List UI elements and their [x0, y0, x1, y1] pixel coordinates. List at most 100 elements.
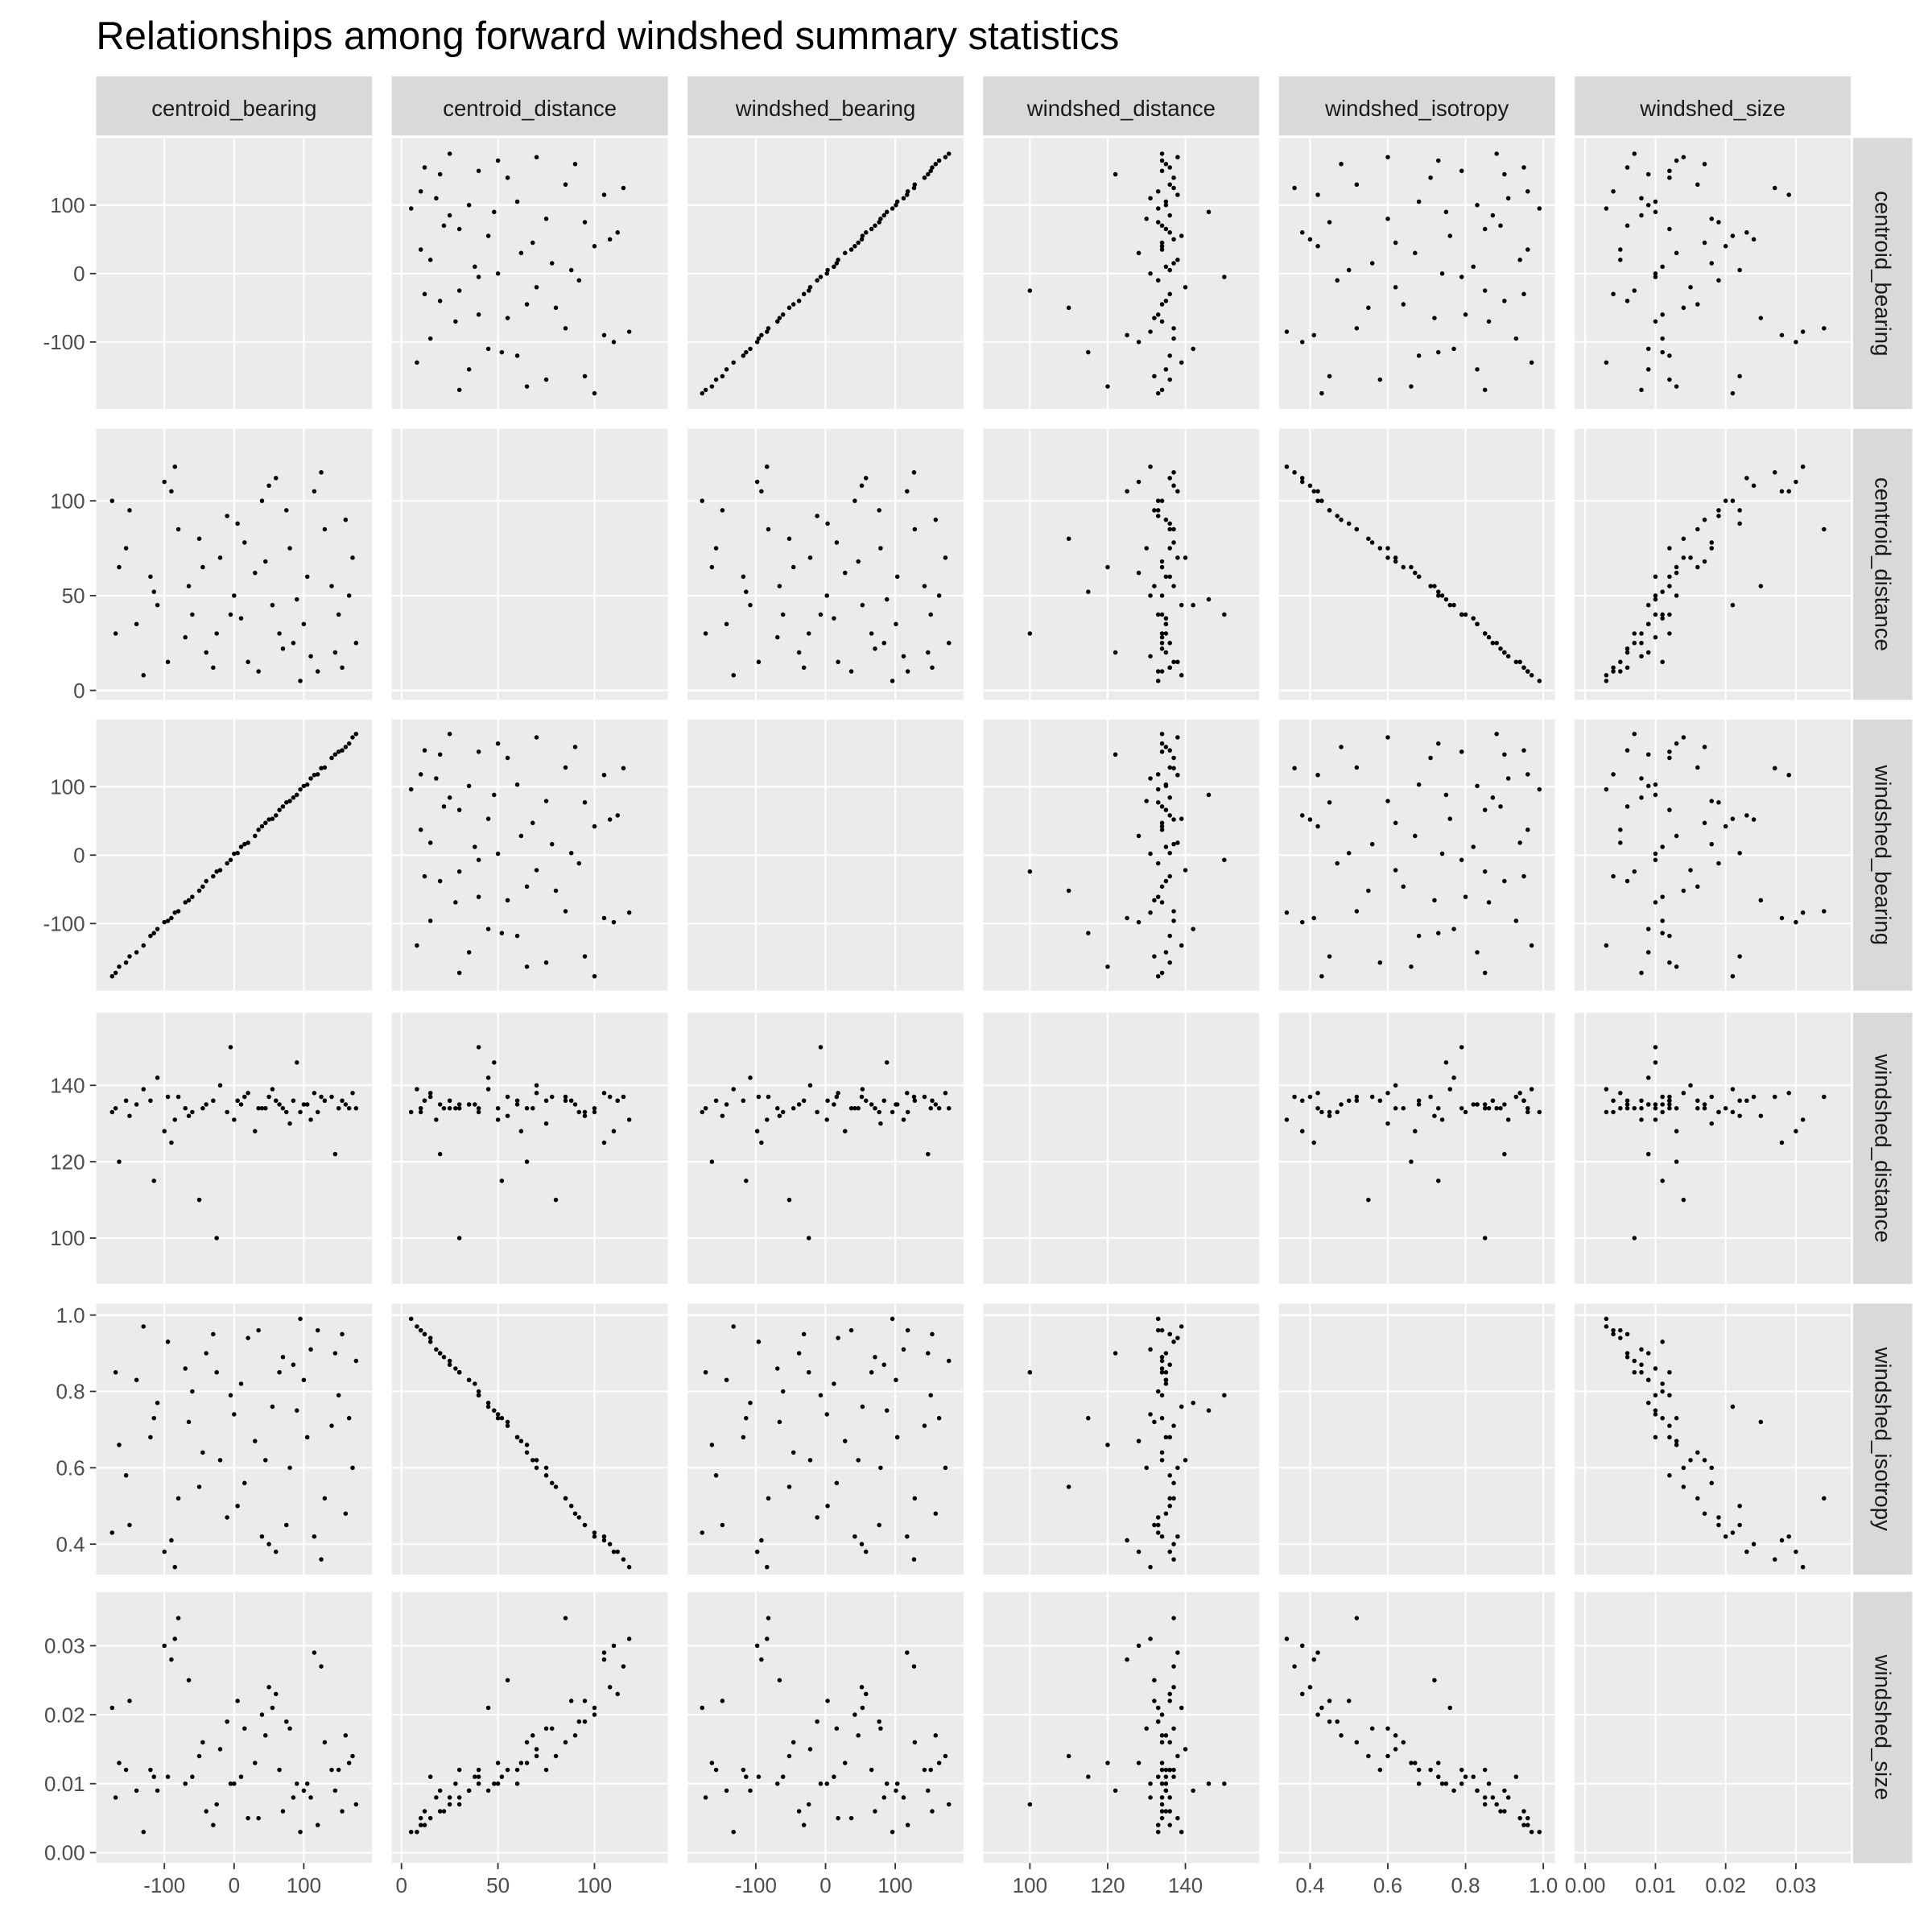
point	[926, 1351, 931, 1356]
point	[1709, 841, 1714, 847]
point	[1284, 329, 1290, 334]
point	[1206, 209, 1212, 215]
point	[476, 1389, 481, 1394]
point	[1674, 833, 1679, 839]
point	[1159, 634, 1165, 640]
point	[1159, 1781, 1165, 1786]
point	[1385, 1091, 1390, 1096]
point	[204, 1351, 208, 1356]
point	[780, 1109, 786, 1115]
point	[1413, 1129, 1418, 1133]
point	[266, 1542, 271, 1546]
point	[1171, 817, 1176, 822]
point	[447, 731, 452, 737]
point	[852, 498, 857, 503]
point	[592, 1534, 597, 1539]
x-tick-label: 0.03	[1776, 1873, 1817, 1897]
point	[1416, 933, 1422, 939]
point	[1525, 1105, 1530, 1111]
point	[1175, 1815, 1180, 1821]
point	[298, 1829, 303, 1835]
point	[1307, 1094, 1313, 1100]
point	[148, 1435, 153, 1440]
point	[543, 377, 549, 382]
point	[936, 1761, 942, 1765]
point	[1667, 960, 1672, 965]
point	[1416, 353, 1422, 358]
point	[860, 1087, 865, 1092]
point	[592, 244, 597, 249]
point	[294, 1060, 299, 1065]
point	[780, 1389, 786, 1394]
point	[1366, 888, 1371, 894]
point	[824, 1412, 829, 1417]
point	[1822, 526, 1827, 532]
point	[514, 1767, 520, 1773]
point	[109, 974, 115, 979]
point	[134, 621, 139, 626]
point	[824, 1781, 829, 1786]
point	[947, 1802, 952, 1807]
point	[1159, 302, 1165, 307]
point	[453, 1105, 458, 1111]
point	[1155, 679, 1161, 683]
point	[592, 1105, 597, 1111]
point	[572, 1733, 578, 1738]
y-tick-label: 0.02	[44, 1703, 85, 1727]
point	[576, 278, 582, 283]
point	[246, 1815, 250, 1821]
point	[1152, 508, 1157, 513]
point	[148, 1767, 153, 1773]
point	[1171, 766, 1176, 771]
point	[894, 1788, 898, 1794]
point	[1667, 1105, 1672, 1111]
point	[943, 155, 948, 159]
point	[1027, 1802, 1033, 1807]
point	[312, 489, 317, 494]
point	[568, 267, 574, 273]
point	[1171, 909, 1176, 914]
point	[1346, 521, 1352, 526]
point	[856, 1458, 861, 1463]
point	[1521, 165, 1526, 170]
point	[492, 1408, 497, 1413]
point	[842, 1761, 848, 1765]
point	[346, 1415, 352, 1421]
point	[1163, 650, 1169, 655]
point	[287, 1121, 292, 1126]
point	[1339, 1102, 1344, 1107]
point	[456, 226, 462, 232]
point	[1695, 765, 1700, 770]
point	[1667, 1473, 1672, 1478]
point	[1653, 1393, 1658, 1397]
point	[1171, 540, 1176, 545]
point	[786, 305, 792, 311]
point	[492, 209, 497, 215]
point	[274, 1098, 279, 1104]
point	[1653, 1102, 1658, 1107]
point	[256, 1327, 261, 1333]
point	[1645, 1351, 1651, 1356]
point	[1702, 1105, 1707, 1111]
point	[1758, 584, 1764, 588]
point	[1183, 868, 1188, 873]
point	[1709, 546, 1714, 551]
point	[1447, 1087, 1453, 1092]
point	[563, 909, 568, 914]
point	[109, 1109, 115, 1115]
point	[1709, 1094, 1714, 1100]
point	[922, 175, 927, 180]
panel	[983, 1303, 1260, 1575]
x-tick-label: 0.4	[1295, 1873, 1324, 1897]
point	[1377, 960, 1383, 965]
point	[456, 387, 462, 393]
point	[713, 1767, 719, 1773]
point	[1167, 574, 1172, 580]
point	[1513, 336, 1519, 341]
point	[453, 319, 458, 324]
point	[1688, 285, 1693, 290]
point	[1773, 470, 1777, 475]
point	[1624, 878, 1630, 884]
point	[1159, 1450, 1165, 1455]
point	[1660, 919, 1665, 923]
